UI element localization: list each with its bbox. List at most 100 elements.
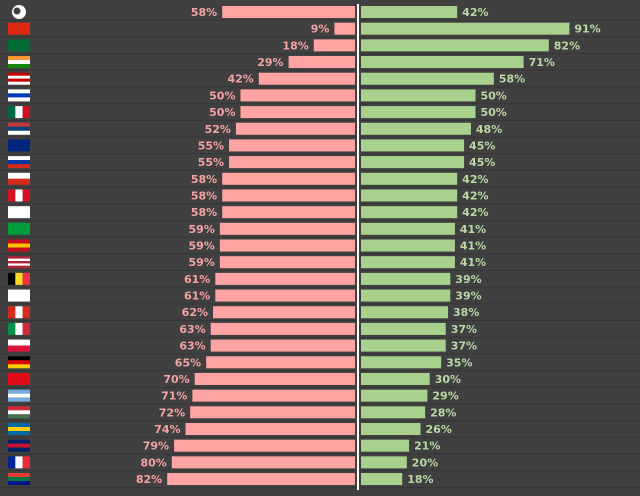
flag-stripe — [8, 410, 30, 415]
bar — [361, 456, 407, 469]
value-label: 41% — [460, 223, 486, 236]
flag-stripe — [15, 306, 23, 319]
flag-stripe — [22, 456, 30, 469]
bar — [361, 322, 446, 335]
value-label: 62% — [182, 306, 208, 319]
flag-stripe — [8, 78, 30, 82]
flag-stripe — [8, 431, 30, 435]
bar — [361, 222, 455, 235]
bar — [288, 56, 355, 69]
value-label: 50% — [209, 89, 235, 102]
flag-stripe — [8, 360, 30, 365]
value-label: 52% — [205, 123, 231, 136]
value-label: 29% — [257, 56, 283, 69]
value-label: 82% — [554, 39, 580, 52]
value-label: 35% — [446, 356, 472, 369]
flag-stripe — [8, 178, 30, 185]
flag-stripe — [15, 456, 23, 469]
flag-stripe — [8, 447, 30, 452]
bar — [361, 122, 471, 135]
value-label: 55% — [198, 156, 224, 169]
flag-stripe — [8, 473, 30, 478]
bar — [361, 256, 455, 269]
flag-stripe — [8, 261, 30, 264]
flag-stripe — [8, 481, 30, 486]
flag-stripe — [22, 322, 30, 335]
value-label: 50% — [209, 106, 235, 119]
bar — [240, 106, 355, 119]
value-label: 37% — [451, 340, 477, 353]
flag-stripe — [8, 272, 16, 285]
bar — [210, 339, 355, 352]
flag-stripe — [8, 456, 16, 469]
bar — [190, 406, 355, 419]
flag-stripe — [8, 389, 30, 394]
bar — [219, 222, 355, 235]
bar — [185, 423, 355, 435]
value-label: 58% — [191, 189, 217, 202]
bar — [334, 22, 355, 35]
bar — [194, 372, 355, 385]
value-label: 50% — [481, 89, 507, 102]
flag-stripe — [8, 60, 30, 65]
value-label: 80% — [140, 456, 166, 469]
flag-stripe — [8, 122, 30, 127]
bar — [361, 356, 442, 369]
flag-stripe — [8, 72, 30, 76]
value-label: 74% — [154, 423, 180, 436]
bar — [240, 89, 355, 102]
value-label: 42% — [462, 173, 488, 186]
bar — [219, 239, 355, 252]
flag-stripe — [15, 106, 23, 119]
bar — [215, 272, 355, 285]
value-label: 42% — [462, 189, 488, 202]
value-label: 42% — [227, 73, 253, 86]
value-label: 21% — [414, 440, 440, 453]
value-label: 55% — [198, 139, 224, 152]
value-label: 41% — [460, 256, 486, 269]
bar — [361, 206, 458, 219]
flag-stripe — [8, 256, 30, 259]
flag-stripe — [8, 172, 30, 179]
bar — [258, 72, 355, 85]
value-label: 42% — [462, 6, 488, 19]
flag-stripe — [8, 189, 16, 202]
value-label: 28% — [430, 406, 456, 419]
bar — [361, 139, 465, 152]
value-label: 71% — [161, 390, 187, 403]
bar — [219, 256, 355, 269]
flag-stripe — [8, 243, 30, 248]
bar — [361, 389, 428, 402]
bar — [361, 372, 430, 385]
flag-stripe — [8, 443, 30, 448]
bar — [313, 39, 355, 52]
bar — [361, 6, 458, 18]
value-label: 65% — [175, 356, 201, 369]
flag-stripe — [8, 339, 30, 346]
value-label: 30% — [435, 373, 461, 386]
value-label: 50% — [481, 106, 507, 119]
bar — [361, 239, 455, 252]
value-label: 20% — [412, 456, 438, 469]
bar — [361, 439, 410, 452]
bar — [229, 139, 355, 152]
flag-stripe — [8, 258, 30, 261]
value-label: 37% — [451, 323, 477, 336]
flag-stripe — [8, 239, 30, 244]
value-label: 58% — [191, 6, 217, 19]
globe-land — [13, 7, 21, 15]
flag-stripe — [8, 247, 30, 252]
bar — [206, 356, 355, 369]
value-label: 58% — [191, 206, 217, 219]
bar — [361, 22, 570, 35]
value-label: 59% — [189, 256, 215, 269]
flag-stripe — [8, 322, 16, 335]
bar — [235, 122, 355, 135]
flag-stripe — [8, 356, 30, 361]
value-label: 71% — [529, 56, 555, 69]
value-label: 18% — [407, 473, 433, 486]
value-label: 91% — [574, 23, 600, 36]
flag-stripe — [8, 126, 30, 131]
bar — [361, 272, 451, 285]
flag-stripe — [8, 477, 30, 482]
